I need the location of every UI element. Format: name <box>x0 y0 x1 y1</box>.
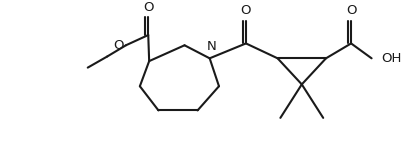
Text: N: N <box>206 40 216 53</box>
Text: O: O <box>346 4 356 17</box>
Text: OH: OH <box>381 52 401 65</box>
Text: O: O <box>113 39 124 52</box>
Text: O: O <box>143 1 153 14</box>
Text: O: O <box>241 4 251 17</box>
